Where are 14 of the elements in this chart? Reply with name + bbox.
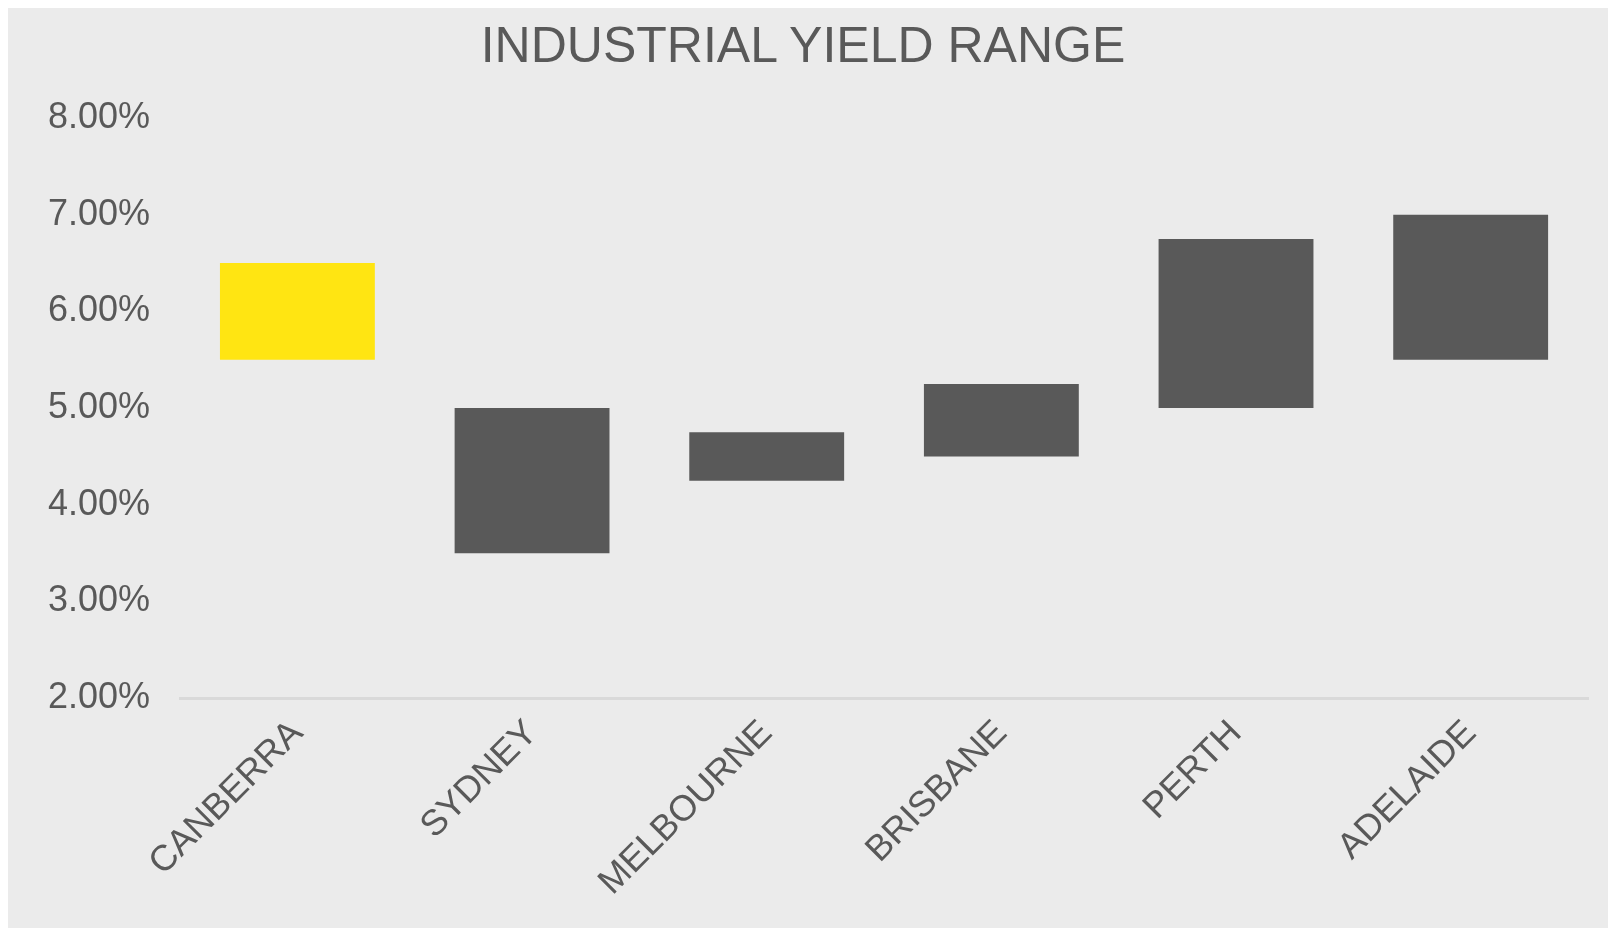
bar xyxy=(454,408,610,554)
y-tick-label: 7.00% xyxy=(48,191,151,233)
y-tick-label: 3.00% xyxy=(48,578,151,620)
y-tick-label: 8.00% xyxy=(48,94,151,136)
y-tick-label: 5.00% xyxy=(48,385,151,427)
bar xyxy=(923,383,1079,457)
y-tick-label: 4.00% xyxy=(48,481,151,523)
bar xyxy=(219,263,375,360)
bar xyxy=(1158,238,1314,409)
y-tick-label: 6.00% xyxy=(48,288,151,330)
bar xyxy=(689,432,845,481)
chart-title: INDUSTRIAL YIELD RANGE xyxy=(480,16,1126,73)
y-tick-label: 2.00% xyxy=(48,675,151,717)
bar xyxy=(1393,214,1549,360)
